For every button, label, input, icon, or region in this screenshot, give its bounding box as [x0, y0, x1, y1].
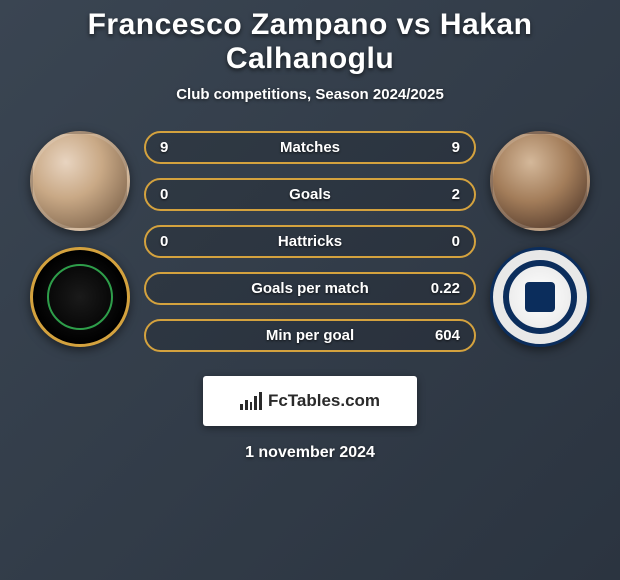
stat-right-value: 0.22	[420, 280, 460, 297]
player1-club-logo	[30, 247, 130, 347]
stat-label: Min per goal	[266, 327, 354, 344]
stats-list: 9 Matches 9 0 Goals 2 0 Hattricks 0 Goals per mat…	[140, 131, 480, 352]
player1-avatar	[30, 131, 130, 231]
stat-right-value: 0	[420, 233, 460, 250]
comparison-content: 9 Matches 9 0 Goals 2 0 Hattricks 0 Goals per mat…	[0, 131, 620, 352]
stat-row: 9 Matches 9	[144, 131, 476, 164]
right-side	[480, 131, 600, 347]
player2-avatar	[490, 131, 590, 231]
date-label: 1 november 2024	[0, 444, 620, 462]
stat-left-value: 0	[160, 186, 200, 203]
source-logo: FcTables.com	[203, 376, 417, 426]
chart-icon	[240, 392, 262, 410]
player2-club-logo	[490, 247, 590, 347]
stat-left-value: 9	[160, 139, 200, 156]
stat-left-value: 0	[160, 233, 200, 250]
stat-label: Matches	[280, 139, 340, 156]
stat-right-value: 604	[420, 327, 460, 344]
source-logo-text: FcTables.com	[268, 391, 380, 411]
subtitle: Club competitions, Season 2024/2025	[0, 86, 620, 103]
stat-row: Goals per match 0.22	[144, 272, 476, 305]
stat-label: Hattricks	[278, 233, 342, 250]
stat-row: 0 Goals 2	[144, 178, 476, 211]
page-title: Francesco Zampano vs Hakan Calhanoglu	[0, 8, 620, 76]
stat-right-value: 9	[420, 139, 460, 156]
stat-label: Goals per match	[251, 280, 369, 297]
stat-row: 0 Hattricks 0	[144, 225, 476, 258]
stat-label: Goals	[289, 186, 331, 203]
stat-right-value: 2	[420, 186, 460, 203]
stat-row: Min per goal 604	[144, 319, 476, 352]
left-side	[20, 131, 140, 347]
